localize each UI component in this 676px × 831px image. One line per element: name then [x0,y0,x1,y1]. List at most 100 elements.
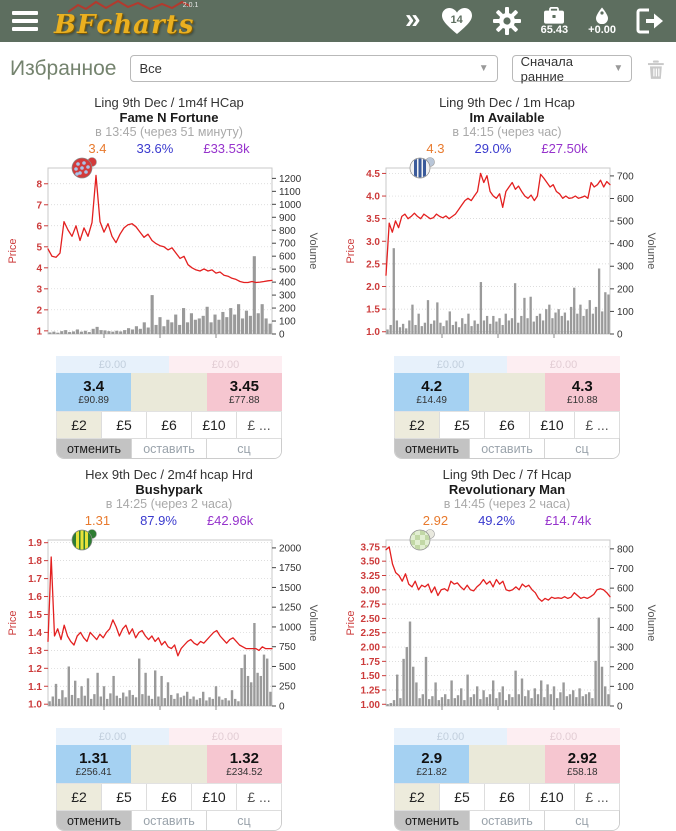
collapse-chevrons-icon[interactable]: » [405,3,421,34]
price-volume-chart[interactable]: 1.00 1.25 1.50 1.75 2.00 2.25 2.50 2.75 3.00 3.25… [342,529,672,727]
unmatched-row: £0.00 £0.00 [56,356,282,373]
lay-price-button[interactable]: 2.92 £58.18 [544,745,620,783]
race-card: Ling 9th Dec / 7f Hcap Revolutionary Man… [338,467,676,831]
matched-volume: £27.50k [541,141,588,156]
svg-text:1000: 1000 [279,200,302,211]
svg-text:300: 300 [279,291,296,302]
briefcase-icon [544,6,565,24]
cancel-button[interactable]: отменить [395,811,470,830]
logout-icon [636,8,663,34]
back-price-button[interactable]: 3.4 £90.89 [56,373,132,411]
bet-panel: £0.00 £0.00 2.9 £21.82 2.92 £58.18 £2 £5… [394,728,620,831]
lay-price: 3.45 [229,377,259,395]
stake-button[interactable]: £5 [440,412,485,438]
spread-cell [469,373,545,411]
lay-price: 1.32 [229,749,259,767]
svg-text:1.1: 1.1 [28,682,42,693]
favorites-heading: Избранное [10,56,117,80]
menu-icon[interactable] [12,11,38,31]
stake-custom-button[interactable]: £ ... [237,784,282,810]
market-filter-dropdown[interactable]: Все ▼ [130,55,498,82]
back-price-button[interactable]: 2.9 £21.82 [394,745,470,783]
svg-text:Price: Price [345,610,357,635]
sort-dropdown[interactable]: Сначала ранние ▼ [511,54,633,84]
logout-button[interactable] [636,8,664,34]
action-row: отменить оставить сц [56,438,282,459]
keep-button[interactable]: оставить [470,811,545,830]
balance-indicator[interactable]: 65.43 [541,6,568,36]
stake-button[interactable]: £6 [485,412,530,438]
svg-text:1.3: 1.3 [28,646,42,657]
stake-button[interactable]: £10 [192,784,237,810]
svg-text:300: 300 [617,262,634,273]
lay-amount: £58.18 [567,766,598,778]
svg-text:1.25: 1.25 [361,685,381,696]
svg-text:500: 500 [617,603,634,614]
price-volume-chart[interactable]: 1.0 1.1 1.2 1.3 1.4 1.5 1.6 1.7 1.8 1.9 0 250 500 750… [4,529,334,727]
svg-text:100: 100 [617,307,634,318]
svg-text:3.0: 3.0 [366,237,380,248]
keep-button[interactable]: оставить [470,439,545,458]
sc-button[interactable]: сц [207,439,281,458]
keep-button[interactable]: оставить [132,439,207,458]
chevron-down-icon: ▼ [478,63,489,74]
svg-text:400: 400 [279,278,296,289]
svg-text:1.7: 1.7 [28,574,42,585]
trash-icon[interactable] [646,58,666,80]
stake-button[interactable]: £5 [102,412,147,438]
svg-text:1250: 1250 [279,603,302,614]
svg-text:0: 0 [617,330,623,341]
price-volume-chart[interactable]: 1 2 3 4 5 6 7 8 0 100 200 300 400 500 600 700 800 900 1000… [4,157,334,355]
cancel-button[interactable]: отменить [57,811,132,830]
stake-row: £2 £5 £6 £10 £ ... [56,783,282,810]
keep-button[interactable]: оставить [132,811,207,830]
stake-row: £2 £5 £6 £10 £ ... [56,411,282,438]
stake-button[interactable]: £2 [56,784,102,810]
version-label: 2.0.1 [182,2,199,9]
stake-custom-button[interactable]: £ ... [575,784,620,810]
stake-button[interactable]: £5 [440,784,485,810]
svg-text:200: 200 [617,662,634,673]
svg-text:1100: 1100 [279,187,301,198]
heart-icon [441,7,472,34]
cancel-button[interactable]: отменить [57,439,132,458]
svg-text:2.25: 2.25 [361,628,381,639]
svg-text:250: 250 [279,682,296,693]
stake-button[interactable]: £6 [147,784,192,810]
settings-button[interactable] [492,7,521,35]
svg-text:2.5: 2.5 [366,259,380,270]
stake-button[interactable]: £10 [530,784,575,810]
sc-button[interactable]: сц [207,811,281,830]
favorites-button[interactable]: 14 [441,7,473,36]
svg-text:1.2: 1.2 [28,664,42,675]
pnl-indicator[interactable]: +0.00 [588,7,616,36]
race-title: Hex 9th Dec / 2m4f hcap Hrd [85,467,253,482]
stake-custom-button[interactable]: £ ... [237,412,282,438]
lay-price-button[interactable]: 3.45 £77.88 [206,373,282,411]
stake-button[interactable]: £2 [56,412,102,438]
svg-text:6: 6 [36,221,42,232]
stake-button[interactable]: £6 [147,412,192,438]
cancel-button[interactable]: отменить [395,439,470,458]
race-time: в 14:25 (через 2 часа) [105,497,233,511]
back-price-button[interactable]: 4.2 £14.49 [394,373,470,411]
svg-text:0: 0 [279,702,285,713]
bet-panel: £0.00 £0.00 3.4 £90.89 3.45 £77.88 £2 £5… [56,356,282,459]
sc-button[interactable]: сц [545,811,619,830]
svg-text:600: 600 [617,194,634,205]
race-title: Ling 9th Dec / 1m4f HCap [94,95,244,110]
sc-button[interactable]: сц [545,439,619,458]
stake-button[interactable]: £6 [485,784,530,810]
stake-button[interactable]: £10 [530,412,575,438]
price-volume-chart[interactable]: 1.0 1.5 2.0 2.5 3.0 3.5 4.0 4.5 0 100 200 300 400 500… [342,157,672,355]
back-price-button[interactable]: 1.31 £256.41 [56,745,132,783]
implied-percent: 49.2% [478,513,515,528]
lay-price-button[interactable]: 1.32 £234.52 [206,745,282,783]
stake-custom-button[interactable]: £ ... [575,412,620,438]
stake-button[interactable]: £10 [192,412,237,438]
lay-price-button[interactable]: 4.3 £10.88 [544,373,620,411]
stake-button[interactable]: £2 [394,412,440,438]
stake-button[interactable]: £2 [394,784,440,810]
svg-text:400: 400 [617,239,634,250]
stake-button[interactable]: £5 [102,784,147,810]
